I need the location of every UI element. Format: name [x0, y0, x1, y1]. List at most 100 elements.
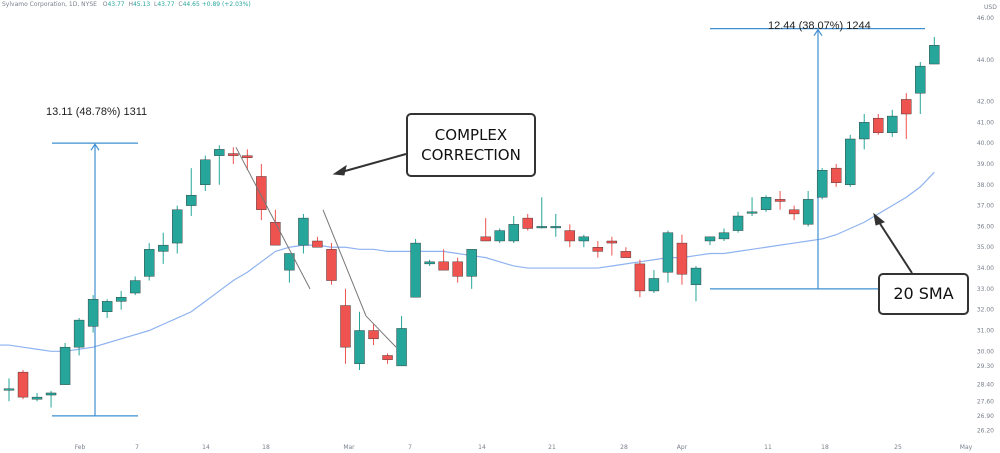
candle-body [929, 45, 940, 65]
candle-body [396, 328, 407, 367]
candle-body [115, 296, 127, 302]
symbol-header: Sylvamo Corporation, 1D, NYSE O43.77 H45… [2, 1, 251, 8]
candle-body [186, 194, 197, 206]
x-tick-label: Mar [343, 444, 355, 451]
candle-body [143, 249, 155, 277]
candle-body [228, 153, 239, 156]
y-tick-label: 32.00 [977, 307, 994, 314]
ohlc-high: H45.13 [128, 1, 151, 8]
candle-body [522, 217, 533, 229]
candle-body [368, 330, 379, 340]
candle-body [242, 155, 253, 158]
candle-body [662, 232, 674, 273]
candle-body [45, 392, 57, 396]
candle-body [494, 230, 505, 242]
y-tick-label: 30.00 [977, 348, 994, 355]
candle-body [788, 209, 800, 215]
y-tick-label: 39.00 [977, 161, 994, 168]
candle-body [298, 217, 309, 246]
y-tick-label: 37.00 [977, 203, 994, 210]
candle-body [480, 236, 491, 242]
y-tick-label: 40.00 [977, 140, 994, 147]
y-tick-label: 26.20 [977, 427, 994, 434]
candle-body [634, 263, 646, 292]
candle-body [452, 261, 463, 277]
measure-right-arrowhead [813, 28, 823, 36]
y-tick-label: 42.00 [977, 99, 994, 106]
symbol-text: Sylvamo Corporation, 1D, NYSE [2, 1, 97, 8]
y-tick-label: 29.30 [977, 363, 994, 370]
candle-body [31, 396, 43, 400]
y-tick-label: 38.00 [977, 182, 994, 189]
y-tick-label: 33.00 [977, 286, 994, 293]
candle-body [676, 242, 688, 275]
candle-body [732, 215, 744, 231]
candle-body [508, 224, 519, 242]
callout-line-1: COMPLEX [434, 126, 508, 144]
y-tick-label: 35.00 [977, 244, 994, 251]
x-tick-label: 14 [202, 444, 210, 451]
candle-body [859, 122, 870, 140]
x-tick-label: 11 [764, 444, 772, 451]
complex-correction-arrow [337, 153, 407, 174]
candle-body [830, 167, 842, 183]
candle-body [550, 226, 561, 229]
x-tick-label: Feb [75, 444, 86, 451]
sma-20-line [0, 171, 935, 352]
y-tick-label: 31.00 [977, 328, 994, 335]
candle-body [200, 159, 211, 185]
x-tick-label: Apr [677, 444, 688, 451]
x-tick-label: 25 [894, 444, 902, 451]
candle-body [59, 346, 71, 385]
candle-body [592, 247, 604, 252]
x-tick-label: 14 [478, 444, 486, 451]
measure-left-arrowhead [90, 143, 100, 151]
sma-callout: 20 SMA [878, 273, 969, 315]
y-tick-label: 41.00 [977, 119, 994, 126]
candle-body [73, 319, 85, 348]
candle-body [17, 371, 29, 398]
x-tick-label: 18 [262, 444, 270, 451]
candle-body [326, 249, 337, 281]
candle-body [172, 209, 183, 244]
candle-body [87, 299, 99, 327]
complex-correction-arrowhead [332, 164, 347, 176]
candle-body [270, 222, 281, 246]
candle-body [774, 199, 786, 202]
ohlc-low: L43.77 [154, 1, 175, 8]
candle-body [704, 236, 716, 242]
y-tick-label: 34.00 [977, 265, 994, 272]
candle-body [3, 388, 15, 391]
measure-right-label: 12.44 (38.07%) 1244 [768, 20, 871, 32]
candle-body [284, 253, 295, 271]
candle-body [578, 236, 590, 242]
correction-leg-2 [322, 209, 367, 317]
ohlc-open: O43.77 [102, 1, 125, 8]
x-tick-label: May [960, 444, 973, 451]
x-tick-label: 28 [620, 444, 628, 451]
candle-body [158, 244, 169, 252]
candle-body [312, 240, 323, 248]
candle-body [873, 117, 884, 133]
sma-arrowhead [873, 212, 885, 226]
y-tick-label: 36.00 [977, 223, 994, 230]
candle-body [129, 280, 141, 294]
x-tick-label: 7 [135, 444, 139, 451]
candle-body [901, 99, 912, 115]
complex-correction-callout: COMPLEX CORRECTION [406, 113, 536, 177]
candle-body [620, 251, 632, 258]
candle-body [438, 261, 449, 271]
y-tick-label: 44.00 [977, 57, 994, 64]
candle-body [648, 278, 660, 292]
currency-label: USD [984, 4, 997, 11]
candle-body [340, 305, 351, 348]
candle-body [354, 330, 365, 365]
y-tick-label: 46.00 [977, 15, 994, 22]
candle-body [816, 170, 828, 198]
x-tick-label: 7 [408, 444, 412, 451]
callout-line-2: CORRECTION [421, 146, 521, 164]
sma-arrow [876, 218, 913, 274]
x-tick-label: 18 [821, 444, 829, 451]
candle-body [690, 267, 702, 285]
